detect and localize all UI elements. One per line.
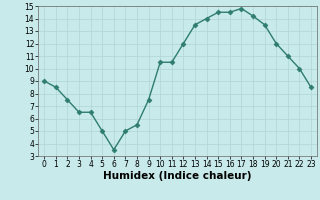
X-axis label: Humidex (Indice chaleur): Humidex (Indice chaleur) [103,171,252,181]
